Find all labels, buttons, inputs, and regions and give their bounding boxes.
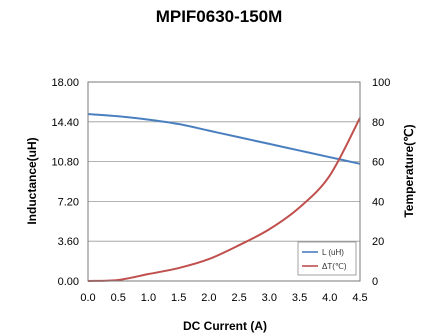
y2-tick-label: 0 bbox=[372, 276, 378, 288]
y2-tick-label: 20 bbox=[372, 236, 384, 248]
legend: L (uH) ΔT(℃) bbox=[297, 241, 357, 276]
plot-frame bbox=[87, 81, 361, 282]
x-tick-label: 4.5 bbox=[352, 292, 367, 304]
x-tick-label: 3.0 bbox=[262, 292, 277, 304]
plot-border bbox=[87, 81, 361, 282]
tick-layer: 0.00 3.60 7.20 10.80 14.40 18.00 0 20 40 60 80 100 0… bbox=[51, 77, 390, 304]
x-tick-label: 2.0 bbox=[201, 292, 216, 304]
y2-tick-label: 40 bbox=[372, 196, 384, 208]
x-tick-label: 1.5 bbox=[171, 292, 186, 304]
y2-tick-label: 100 bbox=[372, 77, 390, 89]
legend-box bbox=[297, 241, 357, 276]
series-line-2 bbox=[87, 117, 361, 282]
y-tick-label: 7.20 bbox=[58, 196, 79, 208]
x-axis-label: DC Current (A) bbox=[183, 319, 267, 333]
grid-layer bbox=[88, 121, 360, 242]
series-line-1 bbox=[87, 113, 361, 165]
x-tick-label: 0.5 bbox=[111, 292, 126, 304]
y-tick-label: 0.00 bbox=[58, 276, 79, 288]
legend-label: ΔT(℃) bbox=[322, 262, 347, 271]
y-tick-label: 10.80 bbox=[51, 157, 79, 169]
x-tick-label: 3.5 bbox=[292, 292, 307, 304]
x-tick-label: 2.5 bbox=[231, 292, 246, 304]
y-tick-label: 3.60 bbox=[58, 236, 79, 248]
x-tick-label: 4.0 bbox=[322, 292, 337, 304]
y-tick-label: 14.40 bbox=[51, 117, 79, 129]
legend-label: L (uH) bbox=[322, 248, 344, 257]
y2-axis-label: Temperature(℃) bbox=[402, 124, 416, 217]
chart-title: MPIF0630-150M bbox=[156, 7, 283, 26]
y-tick-label: 18.00 bbox=[51, 77, 79, 89]
x-tick-label: 0.0 bbox=[80, 292, 95, 304]
series-layer bbox=[87, 113, 361, 282]
x-tick-label: 1.0 bbox=[141, 292, 156, 304]
y2-tick-label: 80 bbox=[372, 117, 384, 129]
y-axis-label: Inductance(uH) bbox=[25, 137, 39, 224]
y2-tick-label: 60 bbox=[372, 157, 384, 169]
